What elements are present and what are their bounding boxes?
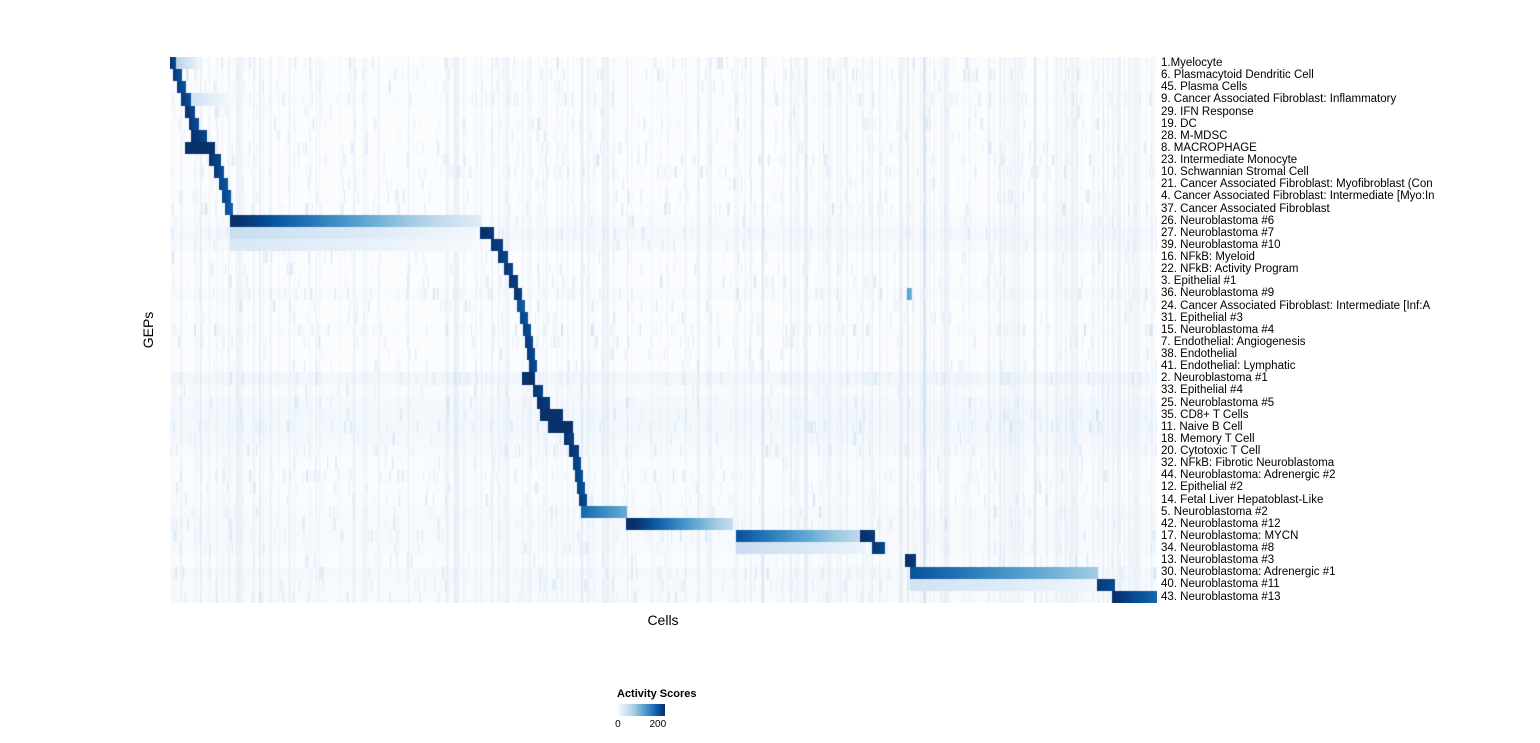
row-label: 34. Neuroblastoma #8 [1161, 542, 1275, 554]
row-label: 27. Neuroblastoma #7 [1161, 226, 1275, 239]
row-label: 6. Plasmacytoid Dendritic Cell [1161, 69, 1314, 82]
row-label: 11. Naive B Cell [1161, 420, 1243, 433]
row-label: 10. Schwannian Stromal Cell [1161, 166, 1309, 179]
legend-ticks: 0 200 [615, 719, 667, 732]
row-label: 30. Neuroblastoma: Adrenergic #1 [1161, 566, 1336, 579]
row-label: 41. Endothelial: Lymphatic [1161, 360, 1296, 373]
row-label: 26. Neuroblastoma #6 [1161, 214, 1275, 227]
row-label: 31. Epithelial #3 [1161, 311, 1243, 324]
row-label: 13. Neuroblastoma #3 [1161, 554, 1275, 567]
row-label: 18. Memory T Cell [1161, 432, 1255, 445]
x-axis-label: Cells [647, 612, 679, 628]
row-label: 22. NFkB: Activity Program [1161, 263, 1299, 276]
row-label: 43. Neuroblastoma #13 [1161, 590, 1281, 603]
row-label: 7. Endothelial: Angiogenesis [1161, 335, 1306, 348]
legend-tick-max: 200 [649, 719, 667, 730]
row-label: 12. Epithelial #2 [1161, 481, 1243, 494]
row-label: 32. NFkB: Fibrotic Neuroblastoma [1161, 457, 1335, 470]
row-label: 3. Epithelial #1 [1161, 275, 1237, 288]
row-label: 4. Cancer Associated Fibroblast: Interme… [1161, 190, 1435, 203]
row-label: 15. Neuroblastoma #4 [1161, 323, 1275, 336]
y-axis-label: GEPs [140, 311, 156, 349]
row-label: 33. Epithelial #4 [1161, 384, 1243, 397]
row-label: 45. Plasma Cells [1161, 81, 1248, 94]
row-label: 8. MACROPHAGE [1161, 141, 1257, 154]
heatmap-canvas [170, 57, 1157, 603]
row-label: 36. Neuroblastoma #9 [1161, 287, 1275, 300]
row-label: 42. Neuroblastoma #12 [1161, 517, 1281, 530]
legend-gradient [617, 704, 665, 716]
row-label: 28. M-MDSC [1161, 129, 1228, 142]
row-label: 35. CD8+ T Cells [1161, 408, 1249, 421]
row-label: 38. Endothelial [1161, 348, 1238, 360]
row-label: 44. Neuroblastoma: Adrenergic #2 [1161, 469, 1336, 482]
row-label: 23. Intermediate Monocyte [1161, 154, 1298, 166]
legend-tick-min: 0 [615, 719, 621, 730]
row-label: 2. Neuroblastoma #1 [1161, 372, 1268, 385]
row-label: 40. Neuroblastoma #11 [1161, 578, 1280, 591]
row-labels: 1.Myelocyte 6. Plasmacytoid Dendritic Cel… [1161, 57, 1435, 603]
row-label: 25. Neuroblastoma #5 [1161, 396, 1275, 409]
row-label: 16. NFkB: Myeloid [1161, 251, 1255, 263]
row-label: 29. IFN Response [1161, 105, 1254, 118]
row-label: 19. DC [1161, 117, 1197, 130]
row-label: 5. Neuroblastoma #2 [1161, 505, 1268, 518]
row-label: 20. Cytotoxic T Cell [1161, 445, 1261, 457]
row-label: 1.Myelocyte [1161, 57, 1223, 69]
row-label: 14. Fetal Liver Hepatoblast-Like [1161, 493, 1324, 506]
row-label: 17. Neuroblastoma: MYCN [1161, 529, 1299, 542]
legend: Activity Scores 0 200 [615, 688, 757, 732]
row-label: 37. Cancer Associated Fibroblast [1161, 202, 1330, 215]
row-label: 39. Neuroblastoma #10 [1161, 238, 1281, 251]
row-label: 9. Cancer Associated Fibroblast: Inflamm… [1161, 93, 1397, 106]
row-label: 24. Cancer Associated Fibroblast: Interm… [1161, 299, 1431, 312]
legend-title: Activity Scores [617, 688, 697, 700]
row-label: 21. Cancer Associated Fibroblast: Myofib… [1161, 178, 1433, 191]
